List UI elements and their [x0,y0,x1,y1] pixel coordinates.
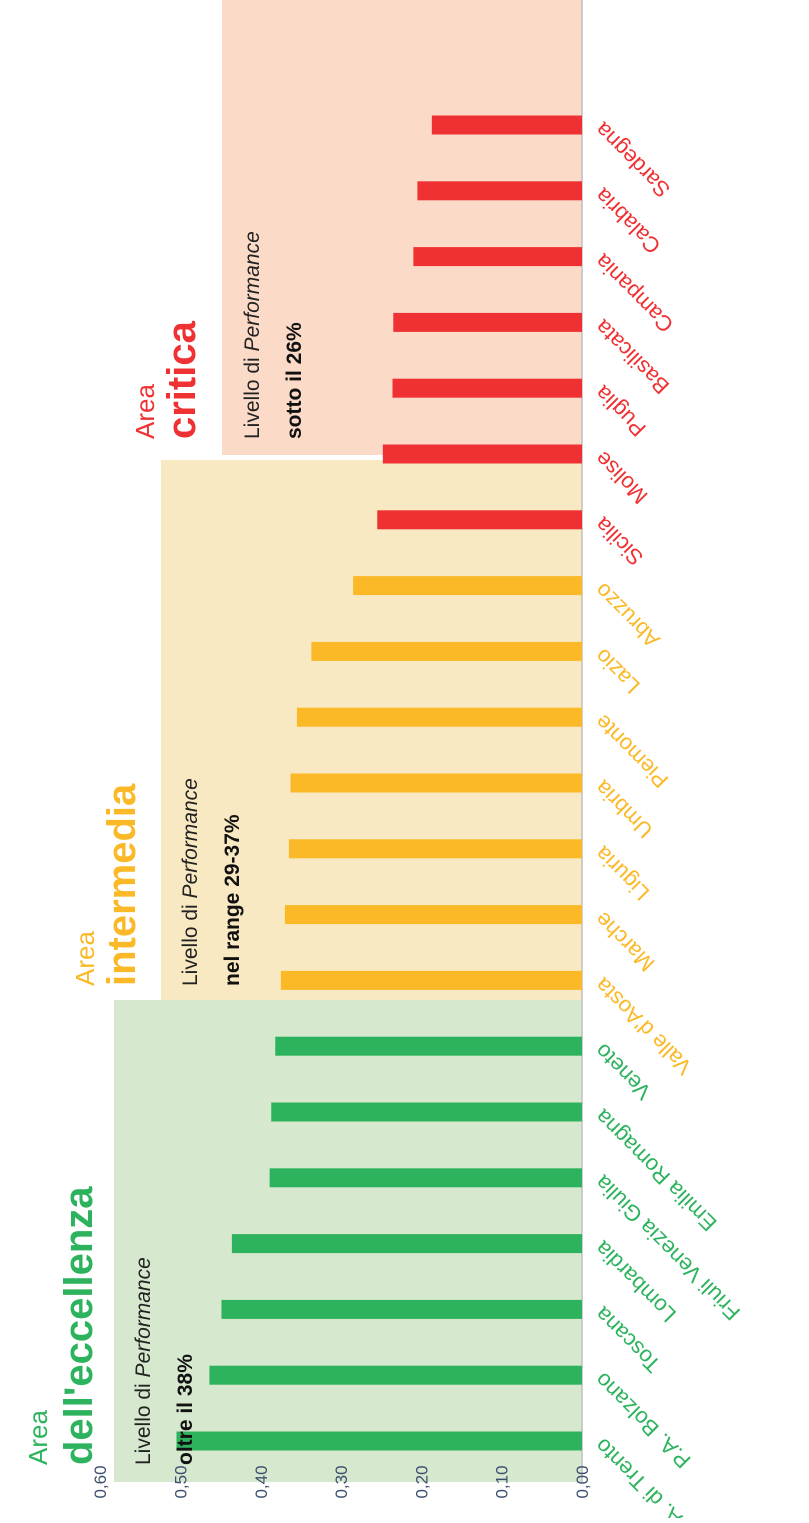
category-label: Puglia [589,380,650,441]
bar [221,1299,582,1319]
bar [280,970,582,990]
area-title-line2: intermedia [100,783,144,986]
y-tick-label: 0,40 [252,1465,271,1498]
bar [288,839,582,859]
category-label: Molise [590,446,653,509]
y-tick-label: 0,60 [91,1465,110,1498]
area-description-line1: Livello di Performance [132,1257,155,1465]
category-label: Liguria [589,841,654,906]
bar [284,905,582,925]
bar [176,1431,583,1451]
area-description-line2: oltre il 38% [174,1354,197,1465]
y-tick-label: 0,00 [573,1465,592,1498]
area-description-line2: sotto il 26% [283,322,306,439]
area-title-line1: Area [23,1410,53,1465]
bar [290,773,582,793]
bar [417,181,583,201]
category-label: Piemonte [590,710,673,793]
bar [382,444,582,464]
category-label: Lazio [590,644,645,699]
area-panel-2 [222,0,582,455]
category-label: Abruzzo [590,578,665,653]
y-tick-label: 0,30 [332,1465,351,1498]
category-label: Sicilia [589,512,648,571]
category-label: Emilia Romagna [589,1104,721,1236]
bar [275,1036,582,1056]
category-label: Veneto [590,1039,656,1105]
bar [231,1234,582,1254]
y-tick-label: 0,10 [493,1465,512,1498]
y-tick-label: 0,50 [172,1465,191,1498]
area-description-line1: Livello di Performance [241,231,264,439]
area-description-line1: Livello di Performance [179,778,202,986]
area-description-line2: nel range 29-37% [221,814,244,986]
bar [393,312,583,332]
bar [377,510,582,530]
bar [209,1365,583,1385]
bar [269,1168,582,1188]
area-title-line2: critica [160,320,204,439]
y-tick-label: 0,20 [412,1465,431,1498]
area-title-line1: Area [130,384,160,439]
bar [392,378,582,398]
area-title-line1: Area [70,931,100,986]
bar [431,115,582,135]
bar [271,1102,582,1122]
bar [296,707,582,727]
bar [353,576,582,596]
category-label: Marche [590,907,660,977]
bar [413,247,582,267]
bar [311,641,582,661]
area-title-line2: dell'eccellenza [57,1186,101,1465]
